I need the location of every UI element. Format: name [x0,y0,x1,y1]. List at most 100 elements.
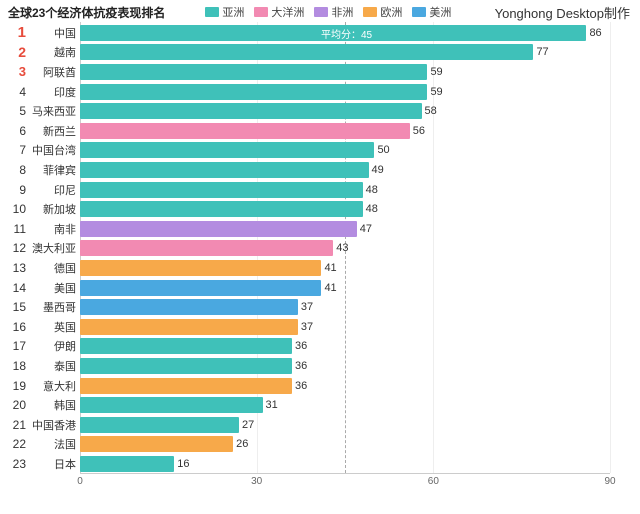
bar: 16 [80,456,174,472]
value-label: 59 [430,86,442,98]
legend-item-oceania: 大洋洲 [254,4,304,20]
rank-label: 18 [2,359,26,373]
country-label: 新西兰 [28,123,76,139]
bar-row: 22法国26 [80,435,610,455]
bar-row: 17伊朗36 [80,337,610,357]
value-label: 37 [301,321,313,333]
country-label: 印度 [28,84,76,100]
value-label: 48 [366,203,378,215]
bar: 31 [80,397,263,413]
legend-swatch [412,7,426,17]
bar-row: 15墨西哥37 [80,297,610,317]
bar-row: 6新西兰56 [80,121,610,141]
rank-label: 23 [2,457,26,471]
legend-item-africa: 非洲 [314,4,353,20]
rank-label: 20 [2,398,26,412]
bar-row: 4印度59 [80,82,610,102]
bar: 50 [80,142,374,158]
bar-row: 9印尼48 [80,180,610,200]
value-label: 41 [324,282,336,294]
bar-row: 10新加坡48 [80,199,610,219]
bar-row: 13德国41 [80,258,610,278]
x-tick-label: 90 [604,476,615,487]
bar: 37 [80,299,298,315]
x-axis: 0306090 [80,474,610,490]
legend-swatch [205,7,219,17]
value-label: 86 [589,27,601,39]
legend-swatch [314,7,328,17]
bar-row: 16英国37 [80,317,610,337]
legend-swatch [254,7,268,17]
chart-area: 1中国86平均分：452越南773阿联酋594印度595马来西亚586新西兰56… [80,22,610,492]
country-label: 英国 [28,319,76,335]
value-label: 58 [425,105,437,117]
x-tick-label: 60 [428,476,439,487]
country-label: 法国 [28,436,76,452]
country-label: 中国台湾 [28,142,76,158]
bar: 26 [80,436,233,452]
country-label: 泰国 [28,358,76,374]
rank-label: 2 [2,44,26,60]
rank-label: 3 [2,64,26,79]
bar: 77 [80,44,533,60]
legend-item-asia: 亚洲 [205,4,244,20]
bar: 86平均分：45 [80,25,586,41]
value-label: 48 [366,184,378,196]
bar: 59 [80,64,427,80]
x-tick-label: 0 [77,476,83,487]
credit-text: Yonghong Desktop制作 [495,3,630,22]
bar-row: 12澳大利亚43 [80,239,610,259]
value-label: 36 [295,340,307,352]
bar-row: 21中国香港27 [80,415,610,435]
gridline [610,22,611,473]
value-label: 27 [242,419,254,431]
rank-label: 13 [2,261,26,275]
bar-row: 8菲律宾49 [80,160,610,180]
value-label: 36 [295,360,307,372]
rank-label: 16 [2,320,26,334]
bar-row: 23日本16 [80,454,610,474]
legend-item-europe: 欧洲 [363,4,402,20]
rank-label: 22 [2,437,26,451]
country-label: 中国 [28,25,76,41]
rank-label: 19 [2,379,26,393]
rank-label: 8 [2,163,26,177]
value-label: 37 [301,301,313,313]
rank-label: 12 [2,241,26,255]
legend-label: 大洋洲 [271,4,304,20]
rank-label: 10 [2,202,26,216]
bar: 48 [80,182,363,198]
rank-label: 21 [2,418,26,432]
bar: 36 [80,338,292,354]
bar-row: 7中国台湾50 [80,141,610,161]
legend-item-americas: 美洲 [412,4,451,20]
bar: 36 [80,358,292,374]
value-label: 49 [372,164,384,176]
bar: 36 [80,378,292,394]
country-label: 德国 [28,260,76,276]
legend-label: 非洲 [331,4,353,20]
country-label: 南非 [28,221,76,237]
bar-row: 19意大利36 [80,376,610,396]
value-label: 56 [413,125,425,137]
country-label: 菲律宾 [28,162,76,178]
value-label: 31 [266,399,278,411]
legend-label: 美洲 [429,4,451,20]
bar-row: 14美国41 [80,278,610,298]
country-label: 意大利 [28,378,76,394]
plot-area: 1中国86平均分：452越南773阿联酋594印度595马来西亚586新西兰56… [80,22,610,474]
rank-label: 5 [2,104,26,118]
value-label: 36 [295,380,307,392]
bar: 56 [80,123,410,139]
x-tick-label: 30 [251,476,262,487]
bar: 48 [80,201,363,217]
bar: 43 [80,240,333,256]
rank-label: 17 [2,339,26,353]
legend: 亚洲 大洋洲 非洲 欧洲 美洲 [205,4,451,20]
value-label: 26 [236,438,248,450]
bar: 41 [80,260,321,276]
legend-label: 欧洲 [380,4,402,20]
bar-row: 3阿联酋59 [80,62,610,82]
rank-label: 14 [2,281,26,295]
bar: 59 [80,84,427,100]
